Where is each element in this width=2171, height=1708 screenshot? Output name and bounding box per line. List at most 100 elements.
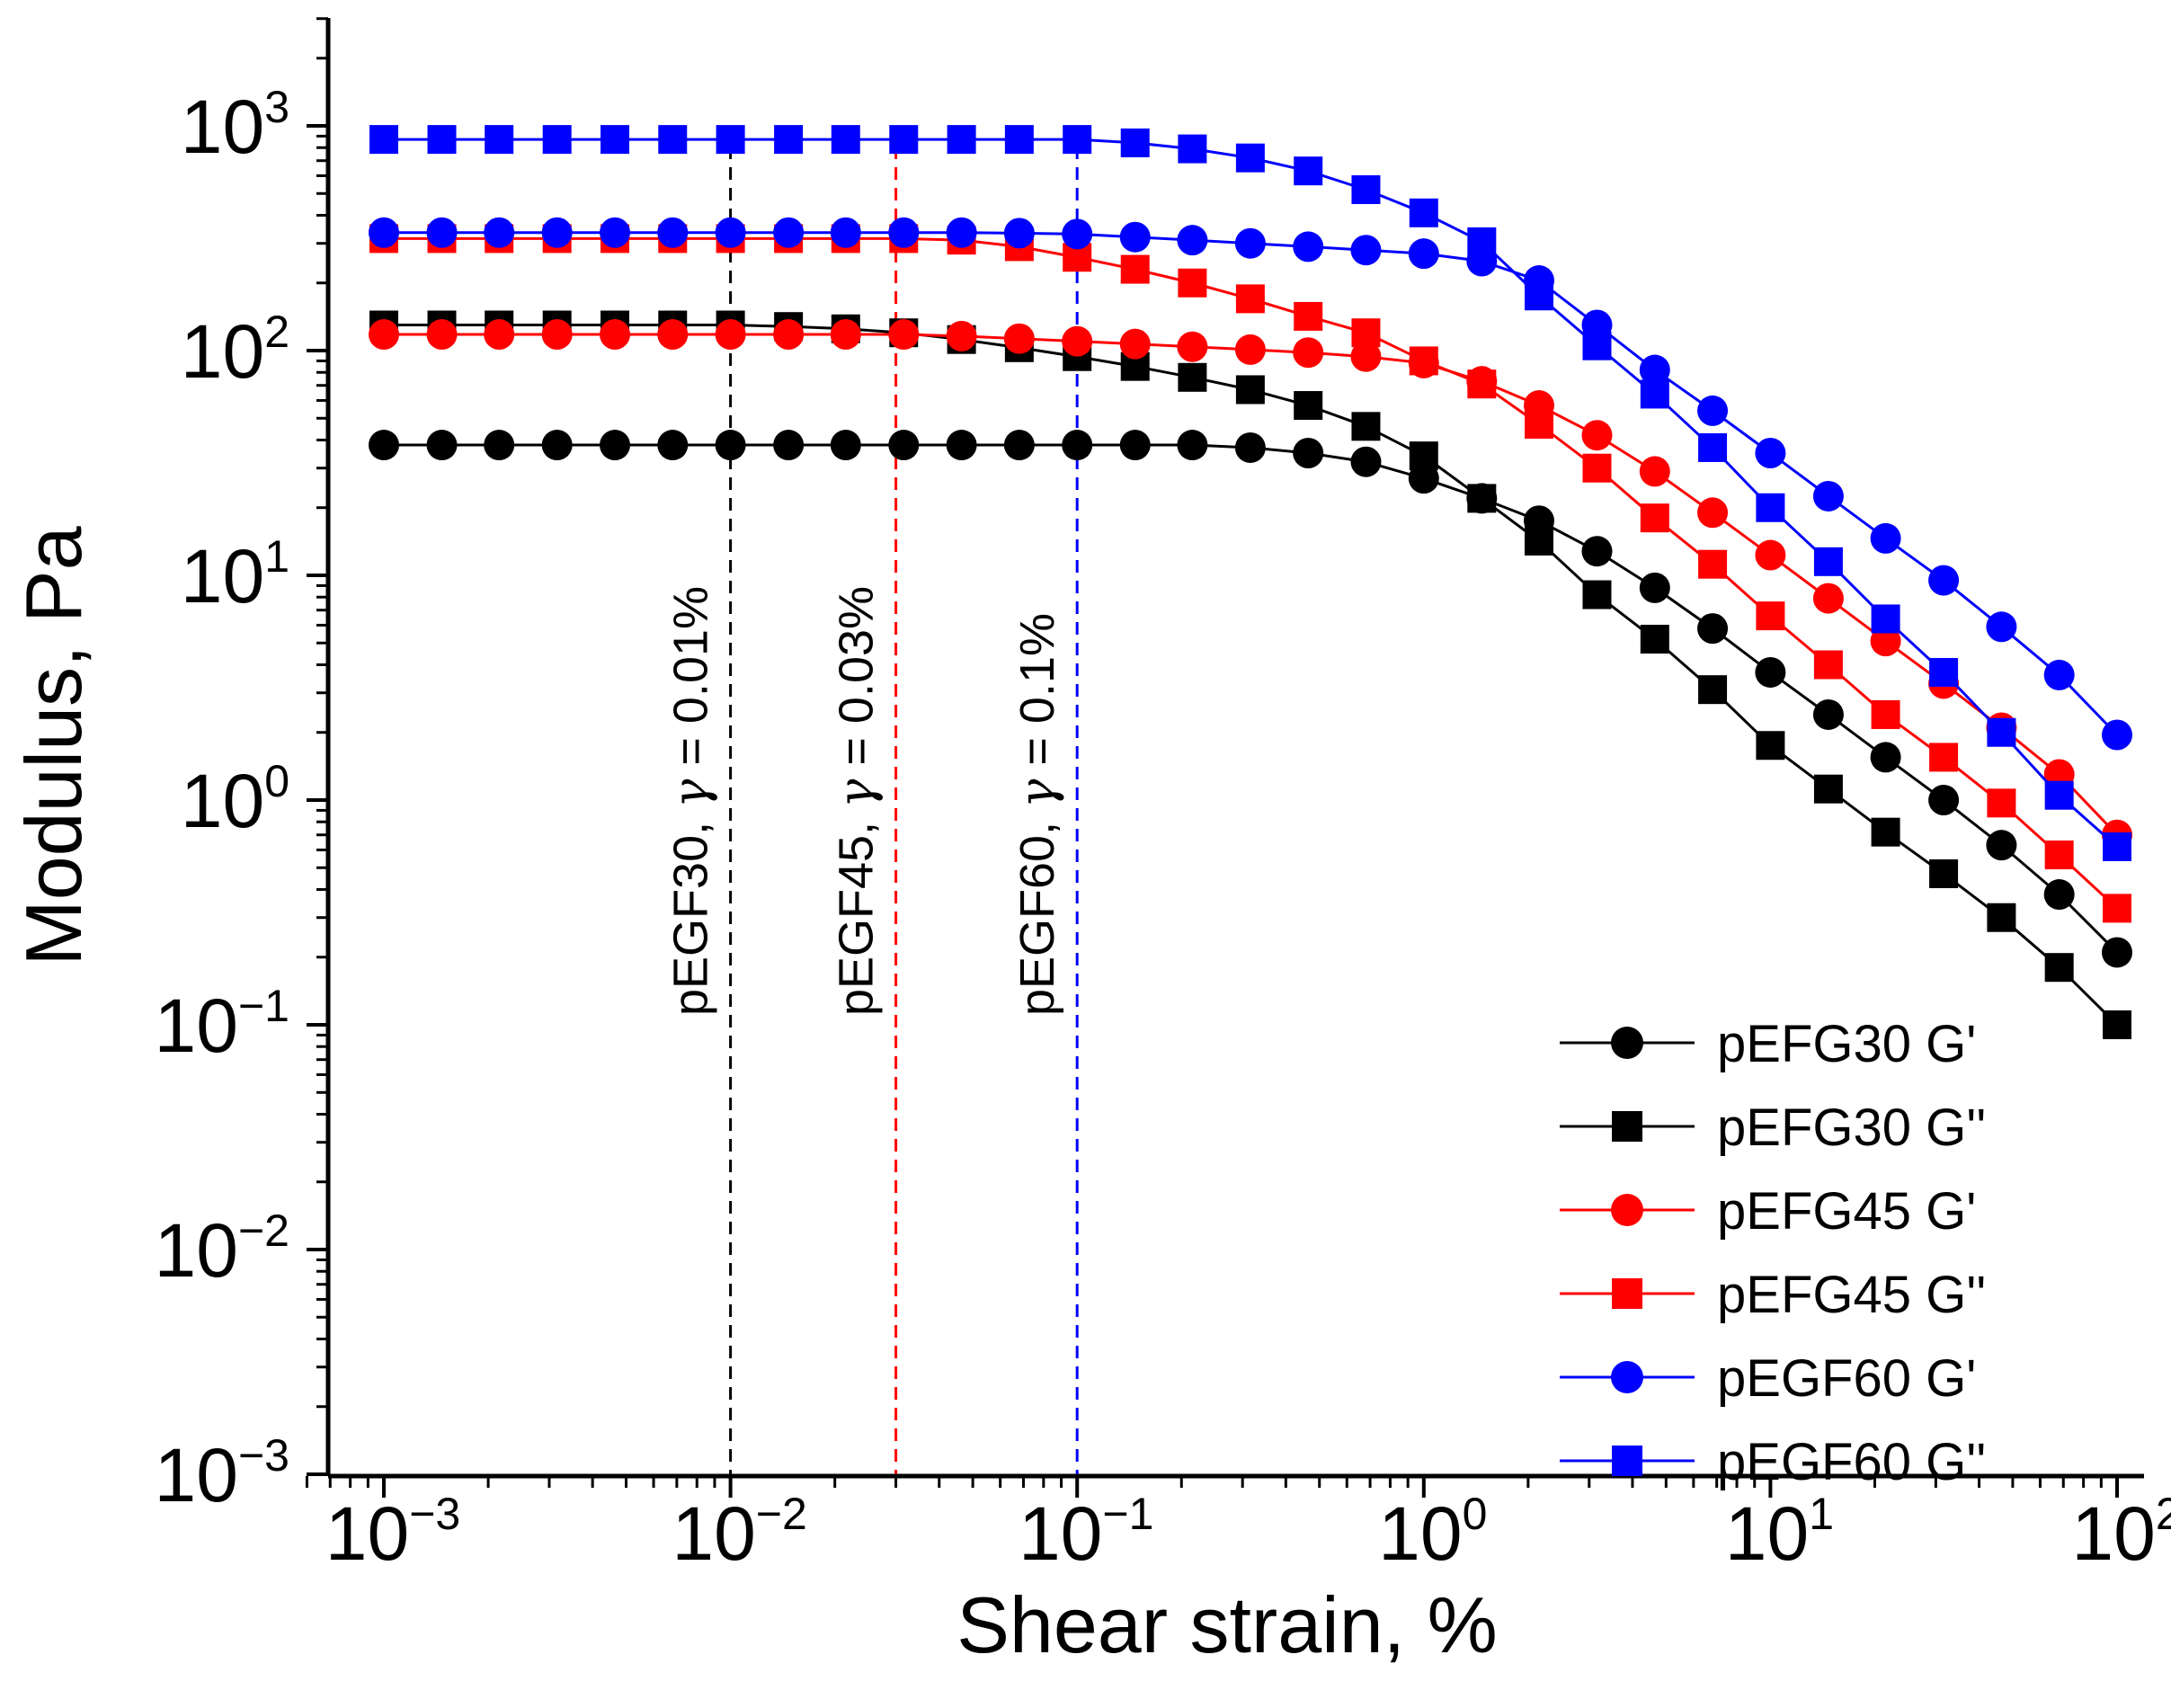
series-1-point-24 (1697, 613, 1729, 645)
series-3-point-8 (773, 319, 805, 351)
legend-entry-1: pEFG30 G' (1560, 1015, 1976, 1073)
series-line-1 (384, 443, 2119, 954)
tick-layer: 10−3 10−2 10−1 100 101 10210−310−210−11001011… (155, 17, 2171, 1576)
annotation-gamma: γ (828, 778, 885, 808)
series-6-point-23 (1640, 379, 1669, 409)
series-4-point-24 (1698, 549, 1728, 579)
x-tick-label-4-base: 10 (1378, 1491, 1462, 1576)
axes (325, 18, 2144, 1479)
series-4-point-27 (1871, 699, 1900, 729)
y-tick-label-1-base: 10 (155, 1433, 238, 1517)
series-5-point-2 (426, 217, 458, 248)
annotation-gamma: γ (1009, 778, 1065, 808)
series-5-point-28 (1928, 565, 1960, 596)
series-5-point-7 (715, 217, 746, 248)
series-6-point-24 (1698, 432, 1728, 462)
series-1-point-27 (1870, 742, 1901, 773)
series-5-point-15 (1177, 225, 1208, 256)
series-3-point-26 (1812, 583, 1844, 614)
series-1-point-25 (1755, 656, 1786, 688)
series-1-point-16 (1234, 431, 1266, 463)
series-2-point-24 (1698, 675, 1728, 705)
y-tick-label-3: 10−1 (155, 981, 289, 1068)
series-3-point-2 (426, 319, 458, 351)
series-6-point-25 (1756, 493, 1785, 522)
y-tick-label-3-base: 10 (155, 983, 238, 1068)
annotation-label-1: pEGF30, γ = 0.01% (663, 586, 719, 1016)
legend-marker (1612, 1111, 1642, 1142)
series-6-point-28 (1929, 657, 1959, 687)
series-6-point-14 (1120, 128, 1150, 157)
series-3-point-17 (1293, 337, 1324, 369)
x-tick-label-1-exp: −3 (409, 1489, 460, 1539)
x-tick-label-3: 10−1 (1019, 1489, 1153, 1576)
annotation-layer: pEGF30, γ = 0.01% pEGF45, γ = 0.03% pEGF60… (663, 126, 1079, 1476)
series-4-point-20 (1467, 369, 1497, 399)
series-6-point-5 (601, 125, 630, 155)
series-6-point-4 (542, 125, 572, 155)
y-tick-label-5-exp: 1 (264, 531, 289, 582)
series-5-point-6 (657, 217, 689, 248)
series-4-point-18 (1351, 318, 1381, 348)
x-tick-label-5-base: 10 (1725, 1491, 1809, 1576)
series-6-point-13 (1063, 125, 1092, 155)
y-tick-label-2-base: 10 (155, 1208, 238, 1293)
annotation-gamma: γ (663, 778, 719, 808)
series-1-point-6 (657, 430, 689, 461)
series-1-point-1 (369, 430, 399, 461)
series-2-point-16 (1235, 375, 1265, 405)
x-tick-label-5: 101 (1725, 1489, 1834, 1576)
series-5-point-9 (830, 217, 861, 248)
series-3-point-3 (484, 319, 515, 351)
series-5-point-3 (484, 217, 515, 248)
series-6-point-3 (485, 125, 514, 155)
series-6-point-12 (1004, 125, 1034, 155)
x-tick-label-1: 10−3 (325, 1489, 460, 1576)
series-4-point-28 (1929, 743, 1959, 772)
x-tick-label-2: 10−2 (672, 1489, 806, 1576)
series-3-point-9 (830, 319, 861, 351)
series-line-2 (384, 324, 2119, 1027)
series-2-point-29 (1987, 903, 2016, 932)
series-1-point-5 (600, 430, 631, 461)
series-2-point-23 (1640, 624, 1669, 654)
x-axis-title: Shear strain, % (956, 1580, 1498, 1669)
y-tick-label-6-base: 10 (181, 309, 264, 394)
series-5-point-14 (1119, 221, 1151, 253)
series-3-point-16 (1234, 334, 1266, 365)
series-6 (369, 125, 2131, 861)
x-tick-label-6-base: 10 (2071, 1491, 2155, 1576)
series-5-point-18 (1350, 235, 1382, 266)
series-1-point-12 (1003, 430, 1035, 461)
series-5-point-17 (1293, 231, 1324, 262)
legend-label: pEFG30 G'' (1717, 1099, 1986, 1157)
x-tick-label-2-base: 10 (672, 1491, 755, 1576)
legend-marker (1611, 1027, 1643, 1059)
annotation-suffix: = 0.1% (1010, 613, 1064, 779)
series-5-point-24 (1697, 395, 1729, 426)
annotation-label-2: pEGF45, γ = 0.03% (828, 586, 885, 1016)
legend-marker (1612, 1446, 1642, 1476)
series-6-point-27 (1871, 604, 1900, 634)
series-line-3 (384, 333, 2119, 836)
y-tick-label-2-exp: −2 (238, 1205, 289, 1256)
series-6-point-1 (369, 125, 398, 155)
y-tick-label-6-exp: 2 (264, 307, 289, 357)
series-5-point-11 (946, 217, 977, 248)
series-4-point-14 (1120, 254, 1150, 284)
y-tick-label-6: 102 (181, 307, 289, 394)
y-tick-label-7-base: 10 (181, 85, 264, 169)
y-tick-label-2: 10−2 (155, 1205, 289, 1293)
series-1-point-30 (2043, 879, 2075, 911)
legend: pEFG30 G' pEFG30 G'' pEFG45 G' pEFG45 G'' pE… (1560, 1015, 1986, 1491)
x-tick-label-6: 102 (2071, 1489, 2171, 1576)
series-5-point-30 (2043, 659, 2075, 690)
y-tick-label-1-exp: −3 (238, 1430, 289, 1481)
series-6-point-19 (1409, 198, 1438, 227)
series-6-point-22 (1582, 331, 1612, 360)
series-2-point-21 (1524, 526, 1553, 556)
series-3-point-5 (600, 319, 631, 351)
series-1-point-2 (426, 430, 458, 461)
series-6-point-11 (947, 125, 976, 155)
